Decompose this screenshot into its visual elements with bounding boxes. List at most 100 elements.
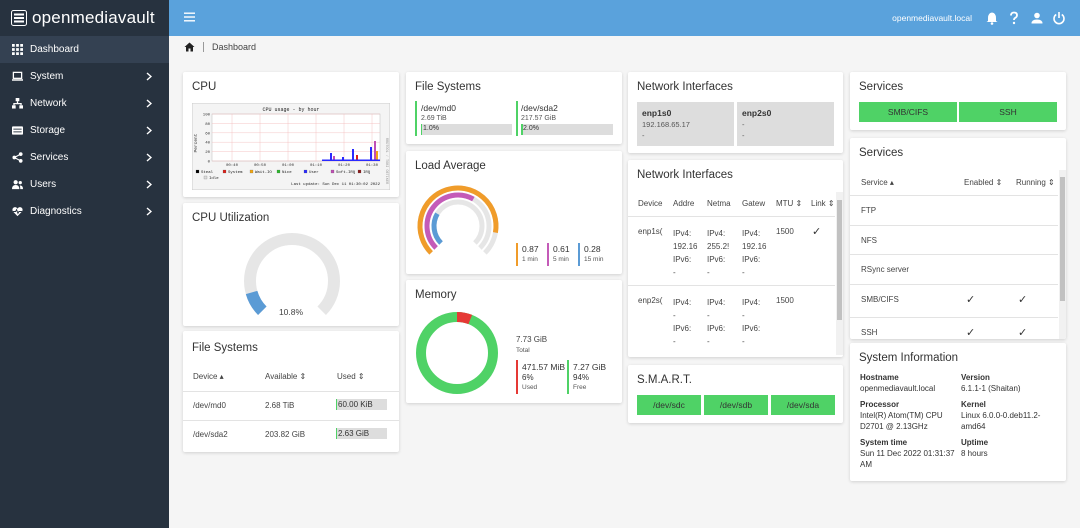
processor-value: D2701 @ 2.13GHz — [860, 422, 928, 431]
load-average-card: Load Average 0.87 1 min 0.61 5 min 0.28 … — [406, 151, 622, 274]
scrollbar[interactable] — [1059, 170, 1066, 339]
sidebar: openmediavault Dashboard System Network … — [0, 0, 169, 528]
graph-title: CPU usage - by hour — [262, 107, 319, 113]
memory-donut — [416, 312, 498, 394]
memory-free: 7.27 GiB — [573, 362, 607, 372]
home-icon[interactable] — [184, 42, 195, 52]
scrollbar[interactable] — [836, 192, 843, 355]
system-time-value: AM — [860, 460, 872, 469]
y-tick-label: 100 — [203, 114, 211, 118]
user-icon[interactable] — [1030, 11, 1044, 25]
sidebar-item-users[interactable]: Users — [0, 171, 169, 198]
legend-label: Wait-IO — [255, 170, 272, 175]
column-header-service[interactable]: Service ▴ — [861, 178, 894, 187]
divider — [850, 317, 1058, 318]
column-header-mtu[interactable]: MTU ⇕ — [776, 199, 803, 208]
smart-device-button[interactable]: /dev/sdb — [704, 395, 768, 415]
version-label: Version — [961, 373, 990, 382]
service-status-button[interactable]: SMB/CIFS — [859, 102, 957, 122]
help-icon[interactable] — [1007, 11, 1021, 25]
topbar: openmediavault.local — [169, 0, 1080, 36]
network-tile[interactable]: enp1s0 192.168.65.17 - — [637, 102, 734, 146]
power-icon[interactable] — [1052, 11, 1066, 25]
column-header-running[interactable]: Running ⇕ — [1016, 178, 1055, 187]
legend-label: IRQ — [363, 171, 371, 175]
app-logo[interactable]: openmediavault — [0, 0, 169, 36]
legend-swatch — [203, 175, 208, 180]
column-header-link[interactable]: Link ⇕ — [811, 199, 835, 208]
menu-icon[interactable] — [184, 12, 195, 22]
hostname-label: openmediavault.local — [892, 13, 972, 23]
cpu-usage-baseline — [322, 159, 380, 161]
logo-icon — [11, 10, 27, 26]
column-header-device[interactable]: Device ▴ — [193, 372, 224, 381]
smart-device-button[interactable]: /dev/sdc — [637, 395, 701, 415]
legend-swatch — [303, 169, 308, 174]
sidebar-item-services[interactable]: Services — [0, 144, 169, 171]
cpu-usage-spike — [370, 147, 372, 161]
link-check-icon: ✓ — [812, 226, 822, 238]
column-header-gateway[interactable]: Gatew — [742, 199, 766, 208]
legend-label: Steal — [201, 170, 214, 175]
legend-label: Idle — [209, 176, 219, 181]
sidebar-item-dashboard[interactable]: Dashboard — [0, 36, 169, 63]
column-header-enabled[interactable]: Enabled ⇕ — [964, 178, 1003, 187]
card-title: CPU — [192, 81, 217, 93]
enabled-check-icon: ✓ — [966, 327, 976, 339]
kernel-label: Kernel — [961, 400, 986, 409]
dashboard-icon — [12, 44, 23, 55]
chevron-right-icon — [146, 180, 152, 189]
column-header-address[interactable]: Addre — [673, 199, 695, 208]
fs-usage-text: 60.00 KiB — [338, 400, 373, 409]
net-row-device: enp1s( — [638, 227, 663, 236]
fs-device: /dev/sda2 — [521, 103, 558, 113]
card-title: Network Interfaces — [637, 169, 733, 181]
y-tick-label: 60 — [205, 132, 210, 136]
x-tick-label: 01:30 — [366, 164, 379, 168]
graph-last-update: Last update: Sun Dec 11 01:30:02 2022 — [291, 182, 380, 187]
service-status-button[interactable]: SSH — [959, 102, 1057, 122]
fs-row-device: /dev/sda2 — [193, 430, 228, 439]
column-header-netmask[interactable]: Netma — [707, 199, 731, 208]
chevron-right-icon — [146, 207, 152, 216]
scrollbar-thumb[interactable] — [837, 200, 842, 320]
network-tile[interactable]: enp2s0 - - — [737, 102, 834, 146]
bell-icon[interactable] — [985, 11, 999, 25]
sidebar-item-diagnostics[interactable]: Diagnostics — [0, 198, 169, 225]
interface-address: 192.168.65.17 — [642, 120, 690, 129]
sidebar-item-network[interactable]: Network — [0, 90, 169, 117]
x-tick-label: 01:10 — [310, 164, 323, 168]
net-row-gateway: IPv4: - IPv6: - — [742, 298, 761, 346]
memory-free-indicator — [567, 360, 569, 394]
memory-used: 471.57 MiB — [522, 362, 565, 372]
sidebar-item-storage[interactable]: Storage — [0, 117, 169, 144]
divider — [850, 254, 1058, 255]
app-name: openmediavault — [32, 8, 155, 27]
column-header-device[interactable]: Device — [638, 199, 663, 208]
running-check-icon: ✓ — [1018, 294, 1028, 306]
cpu-usage-spike — [356, 155, 358, 161]
sidebar-item-system[interactable]: System — [0, 63, 169, 90]
fs-usage-fill — [336, 428, 338, 439]
column-header-used[interactable]: Used ⇕ — [337, 372, 365, 381]
fs-row-available: 2.68 TiB — [265, 401, 295, 410]
load-value: 0.87 — [522, 244, 539, 254]
scrollbar-thumb[interactable] — [1060, 177, 1065, 301]
legend-label: User — [309, 170, 319, 175]
running-check-icon: ✓ — [1018, 327, 1028, 339]
chevron-right-icon — [146, 153, 152, 162]
memory-free-arc — [416, 312, 498, 394]
column-header-available[interactable]: Available ⇕ — [265, 372, 307, 381]
fs-device: /dev/md0 — [421, 103, 456, 113]
smart-device-button[interactable]: /dev/sda — [771, 395, 835, 415]
storage-icon — [12, 126, 23, 135]
y-tick-label: 0 — [208, 161, 211, 165]
interface-address: - — [742, 120, 745, 129]
card-title: Network Interfaces — [637, 81, 733, 93]
users-icon — [12, 180, 23, 190]
net-row-mtu: 1500 — [776, 227, 794, 236]
net-row-gateway: IPv4: 192.16 IPv6: - — [742, 229, 767, 277]
memory-total: 7.73 GiB — [516, 335, 548, 344]
chevron-right-icon — [146, 126, 152, 135]
service-row-name: SSH — [861, 328, 878, 337]
